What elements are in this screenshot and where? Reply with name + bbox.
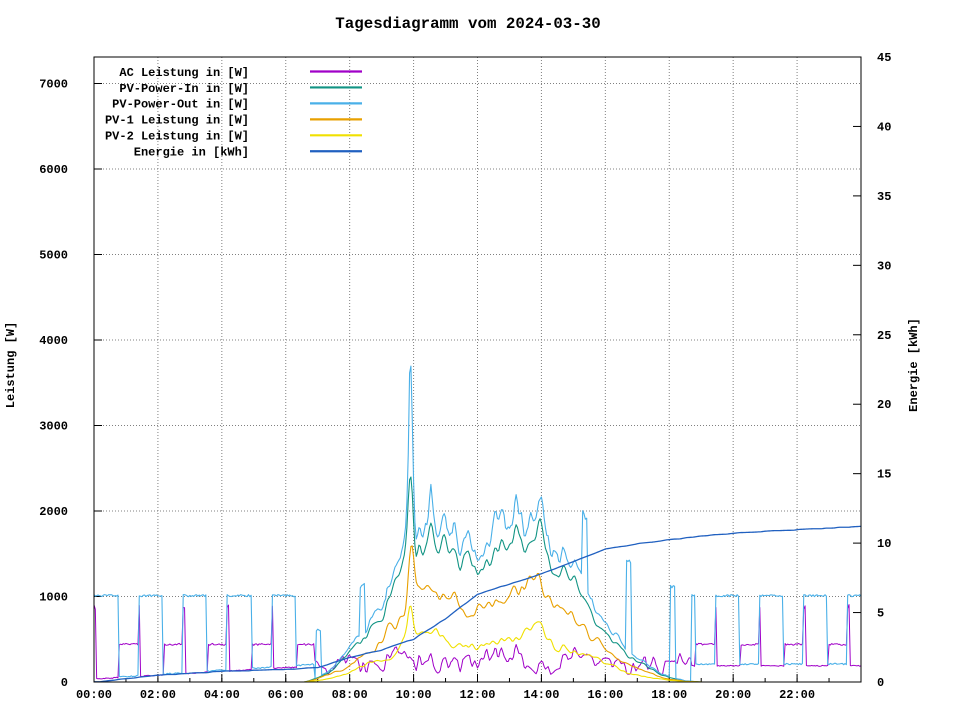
svg-text:Leistung [W]: Leistung [W] [4,322,18,408]
svg-text:1000: 1000 [39,591,68,605]
svg-text:Energie [kWh]: Energie [kWh] [907,318,921,412]
svg-text:4000: 4000 [39,334,68,348]
svg-text:45: 45 [877,51,891,65]
svg-text:7000: 7000 [39,78,68,92]
svg-text:AC Leistung in [W]: AC Leistung in [W] [119,66,249,80]
svg-text:PV-Power-In in [W]: PV-Power-In in [W] [119,82,249,96]
svg-text:08:00: 08:00 [332,688,368,702]
svg-text:PV-2 Leistung in [W]: PV-2 Leistung in [W] [105,130,249,144]
svg-text:Tagesdiagramm vom 2024-03-30: Tagesdiagramm vom 2024-03-30 [335,15,600,33]
svg-text:15: 15 [877,468,891,482]
svg-text:6000: 6000 [39,163,68,177]
svg-text:20:00: 20:00 [715,688,751,702]
svg-text:10: 10 [877,537,891,551]
svg-text:10:00: 10:00 [396,688,432,702]
svg-text:5000: 5000 [39,249,68,263]
svg-text:00:00: 00:00 [76,688,112,702]
svg-text:14:00: 14:00 [523,688,559,702]
svg-text:04:00: 04:00 [204,688,240,702]
svg-text:PV-1 Leistung in [W]: PV-1 Leistung in [W] [105,114,249,128]
svg-text:PV-Power-Out in [W]: PV-Power-Out in [W] [112,98,249,112]
svg-text:20: 20 [877,398,891,412]
svg-text:3000: 3000 [39,420,68,434]
svg-text:5: 5 [877,607,884,621]
svg-text:0: 0 [61,676,68,690]
svg-text:30: 30 [877,259,891,273]
svg-text:0: 0 [877,676,884,690]
svg-text:06:00: 06:00 [268,688,304,702]
svg-text:40: 40 [877,120,891,134]
svg-text:Energie in [kWh]: Energie in [kWh] [134,146,249,160]
svg-text:25: 25 [877,329,891,343]
svg-text:02:00: 02:00 [140,688,176,702]
svg-text:35: 35 [877,190,891,204]
svg-text:22:00: 22:00 [779,688,815,702]
svg-text:12:00: 12:00 [459,688,495,702]
svg-text:2000: 2000 [39,505,68,519]
svg-text:16:00: 16:00 [587,688,623,702]
svg-text:18:00: 18:00 [651,688,687,702]
